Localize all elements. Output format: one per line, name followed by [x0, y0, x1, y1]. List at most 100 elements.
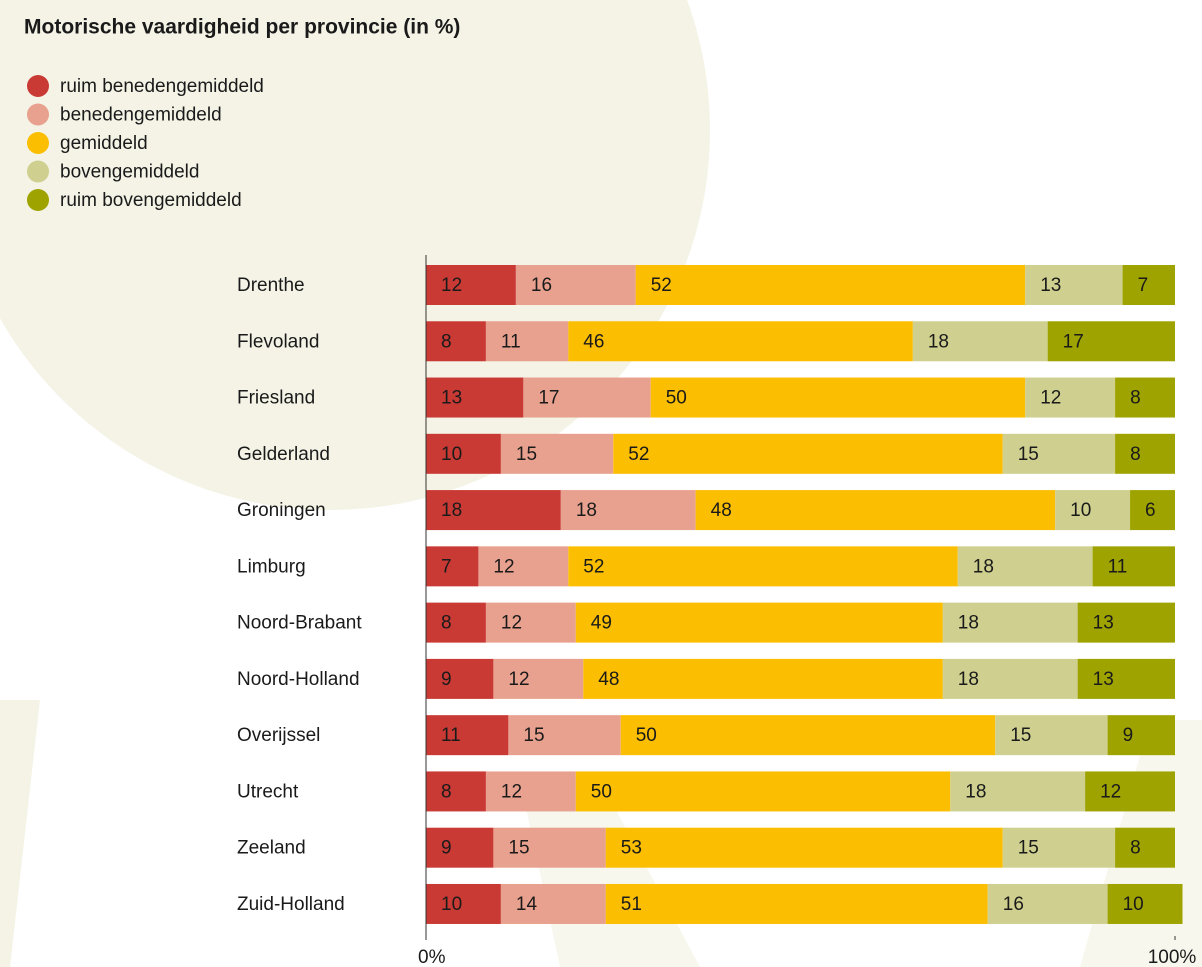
- bar-segment: [426, 377, 524, 418]
- bar-segment: [1025, 265, 1123, 305]
- category-label: Noord-Brabant: [237, 613, 362, 634]
- bar-segment: [426, 433, 501, 474]
- bar-segment: [426, 265, 516, 305]
- value-label: 12: [508, 669, 529, 690]
- bar-segment: [987, 883, 1108, 924]
- bar-segment: [957, 546, 1093, 587]
- legend-label: ruim bovengemiddeld: [60, 190, 242, 211]
- bar-segment: [942, 658, 1078, 699]
- category-label: Drenthe: [237, 275, 305, 296]
- bar-segment: [1092, 546, 1175, 587]
- value-label: 8: [1130, 838, 1141, 859]
- bar-segment: [493, 658, 584, 699]
- x-tick-label: 100%: [1148, 947, 1197, 967]
- bar-segment: [426, 490, 561, 531]
- bar-segment: [583, 658, 943, 699]
- bar-segment: [613, 433, 1003, 474]
- value-label: 7: [1138, 275, 1149, 296]
- value-label: 18: [958, 613, 979, 634]
- bar-segment: [575, 602, 943, 643]
- value-label: 50: [666, 388, 687, 409]
- value-label: 50: [636, 725, 657, 746]
- value-label: 13: [1093, 669, 1114, 690]
- value-label: 52: [583, 556, 604, 577]
- bar-segment: [635, 265, 1026, 305]
- value-label: 11: [441, 725, 461, 746]
- value-label: 15: [508, 838, 529, 859]
- value-label: 18: [973, 556, 994, 577]
- bar-segment: [515, 265, 636, 305]
- bar-segment: [426, 602, 486, 643]
- value-label: 50: [591, 781, 612, 802]
- bar-segment: [1025, 377, 1116, 418]
- value-label: 13: [1093, 613, 1114, 634]
- bar-segment: [478, 546, 569, 587]
- value-label: 15: [1010, 725, 1031, 746]
- bar-segment: [426, 827, 494, 868]
- bar-segment: [426, 658, 494, 699]
- value-label: 9: [1123, 725, 1134, 746]
- value-label: 15: [523, 725, 544, 746]
- bar-segment: [485, 602, 576, 643]
- bar-segment: [1077, 658, 1175, 699]
- value-label: 15: [516, 444, 537, 465]
- bar-segment: [568, 546, 958, 587]
- value-label: 48: [598, 669, 619, 690]
- value-label: 13: [1040, 275, 1061, 296]
- value-label: 16: [1003, 894, 1024, 915]
- value-label: 52: [628, 444, 649, 465]
- value-label: 8: [441, 331, 452, 352]
- bar-segment: [605, 883, 988, 924]
- value-label: 52: [651, 275, 672, 296]
- bar-segment: [485, 321, 569, 362]
- value-label: 15: [1018, 838, 1039, 859]
- value-label: 18: [958, 669, 979, 690]
- bar-segment: [605, 827, 1003, 868]
- value-label: 53: [621, 838, 642, 859]
- bar-segment: [1002, 433, 1116, 474]
- bg-stripe: [0, 700, 40, 967]
- category-label: Limburg: [237, 556, 306, 577]
- bar-segment: [1055, 490, 1131, 531]
- value-label: 11: [501, 331, 521, 352]
- bar-segment: [426, 546, 479, 587]
- value-label: 8: [441, 781, 452, 802]
- value-label: 17: [538, 388, 559, 409]
- value-label: 18: [928, 331, 949, 352]
- bar-segment: [493, 827, 606, 868]
- value-label: 10: [1070, 500, 1091, 521]
- legend-label: bovengemiddeld: [60, 162, 199, 183]
- value-label: 11: [1108, 556, 1128, 577]
- value-label: 17: [1063, 331, 1084, 352]
- value-label: 12: [1100, 781, 1121, 802]
- category-label: Noord-Holland: [237, 669, 360, 690]
- value-label: 8: [1130, 388, 1141, 409]
- legend-label: ruim benedengemiddeld: [60, 76, 264, 97]
- bar-segment: [995, 715, 1108, 756]
- bar-segment: [1122, 265, 1175, 305]
- value-label: 8: [1130, 444, 1141, 465]
- value-label: 9: [441, 669, 452, 690]
- bar-segment: [426, 771, 486, 812]
- bar-segment: [523, 377, 651, 418]
- category-label: Groningen: [237, 500, 326, 521]
- value-label: 16: [531, 275, 552, 296]
- category-label: Zuid-Holland: [237, 894, 345, 915]
- bar-segment: [620, 715, 996, 756]
- bar-segment: [1077, 602, 1175, 643]
- value-label: 12: [501, 613, 522, 634]
- value-label: 9: [441, 838, 452, 859]
- category-label: Gelderland: [237, 444, 330, 465]
- bar-segment: [1115, 377, 1175, 418]
- bar-segment: [695, 490, 1056, 531]
- bar-segment: [485, 771, 576, 812]
- x-tick-label: 0%: [418, 947, 446, 967]
- value-label: 48: [711, 500, 732, 521]
- value-label: 10: [441, 894, 462, 915]
- bar-segment: [426, 321, 486, 362]
- bar-segment: [1115, 433, 1175, 474]
- category-label: Flevoland: [237, 331, 319, 352]
- value-label: 8: [441, 613, 452, 634]
- category-label: Overijssel: [237, 725, 320, 746]
